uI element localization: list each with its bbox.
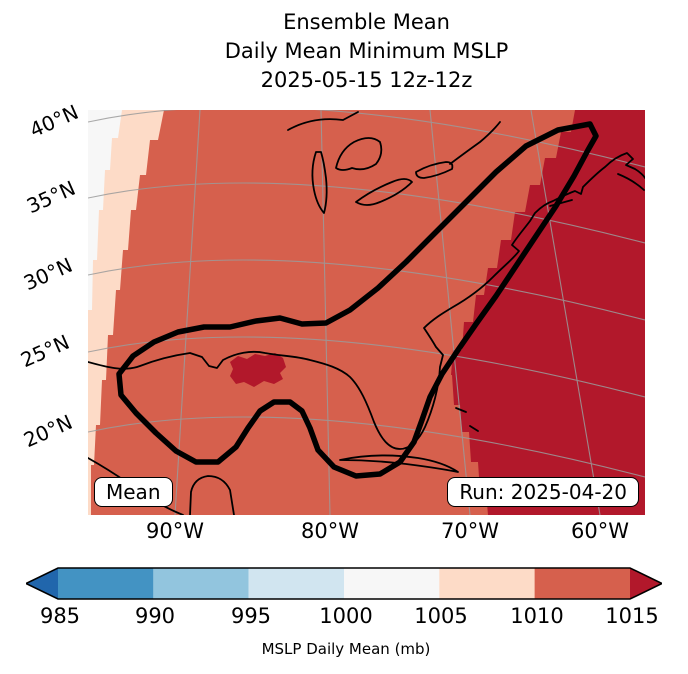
lat-tick-35n: 35°N: [23, 175, 79, 219]
lat-tick-20n: 20°N: [20, 409, 76, 453]
meridian-80w: [320, 110, 331, 515]
cbar-tick-1005: 1005: [414, 604, 468, 628]
lon-tick-60w: 60°W: [571, 519, 629, 543]
parallel-40n: [88, 110, 645, 168]
meridian-60w: [530, 110, 601, 515]
yucatan: [189, 475, 235, 515]
run-date-box: Run: 2025-04-20: [447, 477, 639, 507]
lake-huron: [335, 137, 383, 171]
cbar-outline: [26, 567, 662, 600]
meridian-90w: [174, 110, 201, 515]
lake-superior: [287, 111, 359, 131]
lat-tick-30n: 30°N: [20, 252, 76, 296]
cbar-extend-low-arrow: [26, 568, 58, 599]
cbar-tick-1000: 1000: [319, 604, 373, 628]
parallel-30n: [88, 259, 645, 321]
title-line-3: 2025-05-15 12z-12z: [260, 68, 473, 92]
title-line-2: Daily Mean Minimum MSLP: [224, 39, 509, 63]
cbar-seg-985-990: [58, 568, 154, 599]
field-1005-1010-west-band: [88, 110, 164, 515]
lon-tick-70w: 70°W: [441, 519, 499, 543]
cbar-tick-985: 985: [39, 604, 81, 628]
nova-scotia: [617, 173, 645, 191]
lon-tick-90w: 90°W: [146, 519, 204, 543]
cbar-tick-1010: 1010: [510, 604, 564, 628]
cbar-extend-high-arrow: [630, 568, 662, 599]
figure-title: Ensemble Mean Daily Mean Minimum MSLP 20…: [88, 8, 645, 95]
field-1000-1005-west-edge: [88, 110, 122, 310]
field-above-1015-gulf-patch: [230, 353, 286, 387]
field-above-1015-atlantic: [451, 110, 645, 515]
cbar-tick-995: 995: [230, 604, 272, 628]
cuba: [339, 454, 459, 473]
bahamas: [455, 407, 479, 432]
cbar-seg-995-1000: [248, 568, 345, 599]
meridian-70w: [429, 110, 471, 515]
contour-outline: [116, 121, 599, 479]
lat-tick-40n: 40°N: [26, 99, 82, 143]
lon-tick-80w: 80°W: [301, 519, 359, 543]
title-line-1: Ensemble Mean: [283, 10, 450, 34]
lake-erie: [355, 178, 413, 206]
cbar-tick-990: 990: [134, 604, 176, 628]
colorbar-axis-label: MSLP Daily Mean (mb): [261, 640, 431, 658]
cbar-seg-1005-1010: [439, 568, 535, 599]
colorbar: [26, 567, 662, 600]
mslp-map-canvas: [88, 110, 645, 515]
cbar-seg-990-995: [153, 568, 249, 599]
lake-michigan: [311, 151, 328, 214]
mean-label-box: Mean: [94, 477, 173, 507]
cbar-seg-1000-1005: [344, 568, 440, 599]
map-area: Mean Run: 2025-04-20: [88, 110, 645, 515]
lake-ontario: [415, 161, 454, 179]
st-lawrence-river: [449, 121, 501, 165]
cbar-seg-1010-1015: [534, 568, 630, 599]
gulf-and-east-coastline: [88, 152, 645, 450]
parallel-35n: [88, 182, 645, 244]
cbar-tick-1015: 1015: [605, 604, 659, 628]
lat-tick-25n: 25°N: [17, 329, 73, 373]
